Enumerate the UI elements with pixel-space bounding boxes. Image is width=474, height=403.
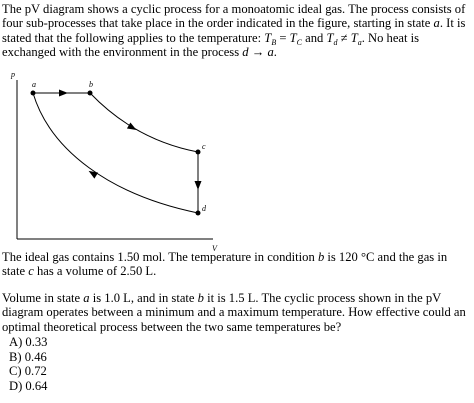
text: Volume in state: [2, 291, 84, 305]
paragraph2: The ideal gas contains 1.50 mol. The tem…: [2, 250, 472, 279]
option: B) 0.46: [9, 349, 47, 364]
text: d: [333, 37, 338, 47]
options: A) 0.33 B) 0.46 C) 0.72 D) 0.64: [2, 335, 472, 393]
text: The ideal gas contains 1.50 mol. The tem…: [2, 250, 318, 264]
process-da: [32, 92, 199, 214]
arrow: [88, 170, 99, 179]
state-label: d: [202, 204, 207, 213]
x-axis-label: V: [212, 244, 218, 253]
text: it is 1.5 L. The cyclic process shown in…: [2, 291, 466, 334]
text: T: [350, 30, 358, 45]
state-point: [195, 210, 201, 216]
option: D) 0.64: [9, 378, 48, 393]
text: .: [273, 44, 277, 59]
process-bc: [89, 92, 199, 153]
arrow: [194, 181, 202, 190]
text: C: [296, 37, 302, 47]
text: . No heat is exchanged with the environm…: [2, 30, 420, 59]
text: T: [326, 30, 334, 45]
paragraph3: Volume in state a is 1.0 L, and in state…: [2, 291, 472, 334]
text: B: [271, 37, 277, 47]
text: c: [28, 264, 34, 279]
text: a: [357, 37, 362, 47]
state-label: a: [32, 80, 36, 89]
pv-diagram: p V a b c d: [10, 70, 218, 253]
text: has a volume of 2.50 L.: [33, 264, 157, 279]
text: a: [267, 44, 274, 59]
text: =: [276, 30, 290, 45]
text: is 1.0 L, and in state: [89, 291, 198, 305]
text: a: [433, 16, 440, 31]
text: is 120 °C and the gas in state: [2, 250, 448, 279]
text: . It is stated that the following applie…: [2, 16, 466, 45]
text: T: [289, 30, 297, 45]
text: T: [264, 30, 272, 45]
text: →: [248, 44, 268, 59]
y-axis-label: p: [10, 70, 15, 79]
text: b: [197, 291, 204, 305]
state-label: b: [89, 80, 93, 89]
text: b: [317, 250, 325, 264]
state-point: [87, 90, 93, 96]
text: The pV diagram shows a cyclic process fo…: [2, 2, 466, 31]
arrow: [59, 89, 68, 97]
text: ≠: [337, 30, 351, 45]
state-label: c: [202, 142, 206, 151]
state-point: [30, 90, 36, 96]
state-point: [195, 149, 201, 155]
text: and: [301, 30, 327, 45]
text: a: [83, 291, 90, 305]
text: d: [242, 44, 249, 59]
option: C) 0.72: [9, 364, 47, 379]
option: A) 0.33: [9, 335, 48, 349]
intro: The pV diagram shows a cyclic process fo…: [2, 2, 472, 59]
arrow: [126, 122, 137, 130]
